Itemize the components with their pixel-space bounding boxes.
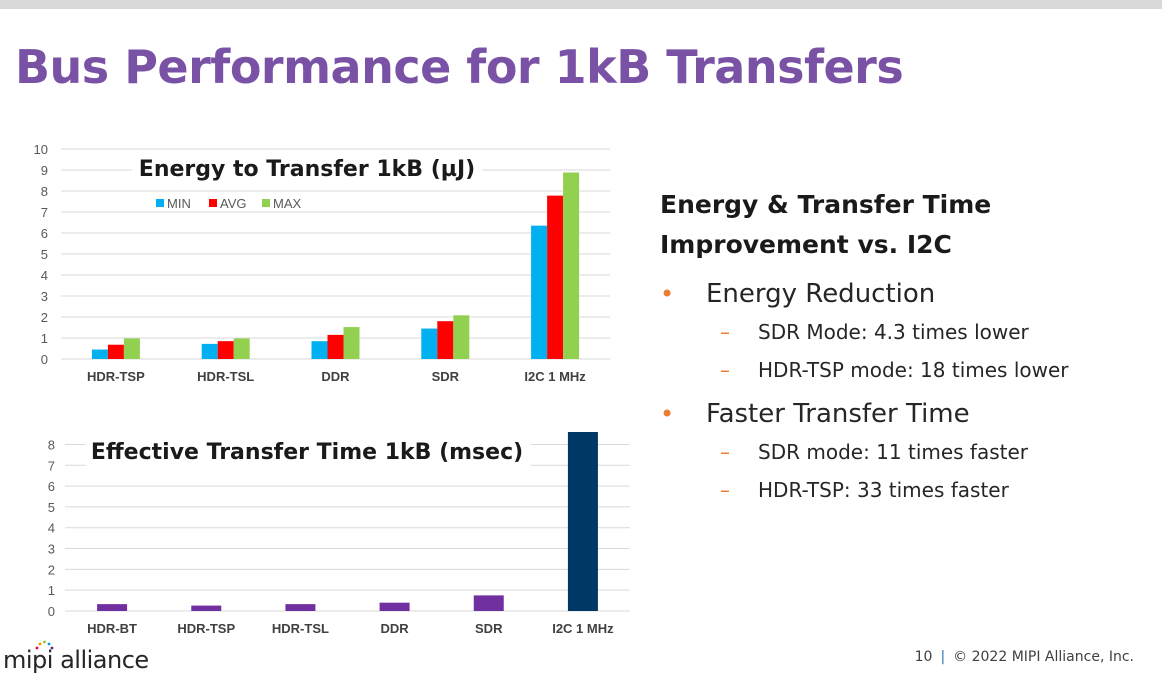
legend-label: MAX: [273, 196, 302, 211]
bullet-energy-reduction: • Energy Reduction: [660, 275, 1150, 313]
sub-bullet-text: SDR Mode: 4.3 times lower: [758, 320, 1029, 344]
bar-transfer-time: [379, 602, 410, 611]
logo-dots-icon: [35, 640, 54, 650]
dash-icon: –: [720, 320, 730, 344]
bullet-faster-transfer: • Faster Transfer Time: [660, 395, 1150, 433]
bar-transfer-time: [97, 604, 128, 611]
sub-bullet: – HDR-TSP mode: 18 times lower: [660, 351, 1150, 389]
energy-chart: 0 1 2 3 4 5 6 7 8 9 10 HDR-TSP HDR-TSL DDR SDR I2C 1 MH…: [34, 142, 610, 384]
bullet-dot-icon: •: [660, 400, 675, 428]
bar-avg: [107, 344, 124, 359]
panel-heading-line2: Improvement vs. I2C: [660, 230, 952, 259]
legend-swatch-max: [262, 199, 270, 207]
bar-transfer-time: [285, 604, 316, 611]
x-tick-label: SDR: [475, 621, 503, 636]
y-tick-label: 5: [48, 500, 55, 515]
y-tick-label: 2: [48, 562, 55, 577]
chart-title-background: [86, 434, 531, 468]
bar-min: [531, 225, 548, 359]
top-bar: [0, 0, 1162, 9]
legend-swatch-avg: [209, 199, 217, 207]
x-tick-label: HDR-BT: [87, 621, 137, 636]
y-tick-label: 3: [48, 542, 55, 557]
bar-max: [233, 338, 250, 359]
y-tick-label: 6: [41, 226, 48, 241]
chart-title: Effective Transfer Time 1kB (msec): [91, 440, 523, 465]
bar-avg: [547, 195, 564, 359]
dash-icon: –: [720, 358, 730, 382]
footer: 10 | © 2022 MIPI Alliance, Inc.: [915, 649, 1134, 665]
y-tick-label: 5: [41, 247, 48, 262]
y-tick-label: 1: [48, 583, 55, 598]
legend-label: AVG: [220, 196, 247, 211]
y-tick-label: 1: [41, 331, 48, 346]
mipi-alliance-logo: mipi alliance: [3, 640, 163, 674]
improvement-panel: Energy & Transfer Time Improvement vs. I…: [660, 185, 1150, 509]
y-tick-label: 9: [41, 163, 48, 178]
bar-max: [453, 315, 470, 359]
y-tick-label: 7: [48, 458, 55, 473]
legend-label: MIN: [167, 196, 191, 211]
bar-min: [201, 343, 218, 359]
y-tick-label: 8: [48, 437, 55, 452]
x-tick-label: I2C 1 MHz: [524, 369, 586, 384]
footer-separator: |: [940, 649, 946, 665]
bar-max: [563, 172, 580, 359]
bullet-text: Faster Transfer Time: [706, 399, 970, 429]
copyright: © 2022 MIPI Alliance, Inc.: [953, 649, 1134, 665]
bar-max: [123, 338, 140, 359]
y-tick-label: 3: [41, 289, 48, 304]
x-tick-label: HDR-TSP: [87, 369, 145, 384]
y-tick-label: 0: [41, 352, 48, 367]
dash-icon: –: [720, 440, 730, 464]
bar-min: [311, 341, 328, 359]
chart-title-background: [132, 151, 482, 185]
y-tick-label: 2: [41, 310, 48, 325]
panel-heading-line1: Energy & Transfer Time: [660, 190, 992, 219]
bar-min: [91, 349, 108, 359]
x-tick-label: HDR-TSL: [272, 621, 329, 636]
bar-transfer-time: [473, 595, 504, 611]
bar-max: [343, 327, 360, 359]
bar-transfer-time: [567, 432, 598, 611]
x-tick-label: DDR: [380, 621, 409, 636]
chart-title: Energy to Transfer 1kB (µJ): [139, 157, 475, 182]
bar-min: [421, 328, 438, 359]
x-tick-label: HDR-TSL: [197, 369, 254, 384]
legend-swatch-min: [156, 199, 164, 207]
sub-bullet-text: SDR mode: 11 times faster: [758, 440, 1029, 464]
dash-icon: –: [720, 478, 730, 502]
y-tick-label: 0: [48, 604, 55, 619]
x-tick-label: DDR: [321, 369, 350, 384]
y-tick-label: 4: [48, 521, 55, 536]
bar-avg: [217, 341, 234, 359]
bar-avg: [437, 321, 454, 359]
x-tick-label: I2C 1 MHz: [552, 621, 614, 636]
y-tick-label: 10: [34, 142, 48, 157]
sub-bullet-text: HDR-TSP: 33 times faster: [758, 478, 1009, 502]
bar-transfer-time: [191, 605, 222, 611]
y-tick-label: 7: [41, 205, 48, 220]
y-tick-label: 6: [48, 479, 55, 494]
y-tick-label: 8: [41, 184, 48, 199]
y-tick-label: 4: [41, 268, 48, 283]
slide-title: Bus Performance for 1kB Transfers: [15, 40, 904, 94]
sub-bullet-text: HDR-TSP mode: 18 times lower: [758, 358, 1069, 382]
logo-text: mipi alliance: [3, 646, 149, 674]
transfer-time-chart: 0 1 2 3 4 5 6 7 8 HDR-BT HDR-TSP HDR-TSL DDR SDR I2C 1…: [48, 432, 630, 636]
bullet-dot-icon: •: [660, 280, 675, 308]
bullet-text: Energy Reduction: [706, 279, 936, 309]
sub-bullet: – SDR mode: 11 times faster: [660, 433, 1150, 471]
sub-bullet: – SDR Mode: 4.3 times lower: [660, 313, 1150, 351]
bar-avg: [327, 334, 344, 359]
sub-bullet: – HDR-TSP: 33 times faster: [660, 471, 1150, 509]
x-tick-label: HDR-TSP: [177, 621, 235, 636]
x-tick-label: SDR: [432, 369, 460, 384]
page-number: 10: [914, 649, 933, 665]
